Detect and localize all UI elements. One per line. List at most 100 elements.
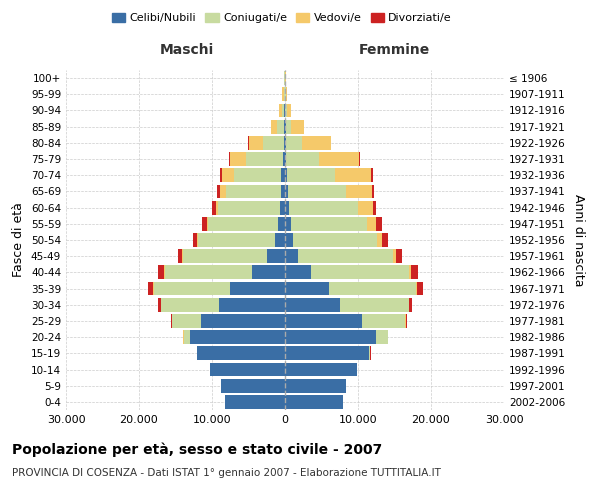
Bar xyxy=(329,282,416,296)
Bar xyxy=(376,330,388,344)
Bar xyxy=(291,217,367,230)
Bar xyxy=(302,136,331,149)
Bar xyxy=(406,314,407,328)
Bar xyxy=(221,379,285,392)
Y-axis label: Anni di nascita: Anni di nascita xyxy=(572,194,585,286)
Bar xyxy=(220,184,226,198)
Bar xyxy=(263,136,284,149)
Bar xyxy=(369,346,370,360)
Bar xyxy=(311,266,409,280)
Bar xyxy=(285,120,286,134)
Bar xyxy=(229,152,230,166)
Bar xyxy=(362,314,406,328)
Bar xyxy=(172,314,201,328)
Bar xyxy=(267,250,285,263)
Bar xyxy=(215,200,218,214)
Bar xyxy=(285,184,288,198)
Bar xyxy=(287,104,291,118)
Bar xyxy=(416,282,417,296)
Bar xyxy=(283,88,284,101)
Bar xyxy=(230,282,285,296)
Bar xyxy=(285,168,287,182)
Bar xyxy=(217,184,220,198)
Bar xyxy=(358,200,373,214)
Bar xyxy=(285,136,286,149)
Bar xyxy=(285,362,356,376)
Bar xyxy=(225,395,285,409)
Bar xyxy=(148,282,154,296)
Bar xyxy=(283,152,285,166)
Text: PROVINCIA DI COSENZA - Dati ISTAT 1° gennaio 2007 - Elaborazione TUTTITALIA.IT: PROVINCIA DI COSENZA - Dati ISTAT 1° gen… xyxy=(12,468,441,477)
Bar xyxy=(346,184,372,198)
Bar xyxy=(201,314,285,328)
Bar xyxy=(230,152,247,166)
Bar xyxy=(287,168,335,182)
Bar xyxy=(371,168,373,182)
Bar xyxy=(284,136,285,149)
Bar xyxy=(212,200,215,214)
Text: Maschi: Maschi xyxy=(160,43,214,57)
Bar xyxy=(190,330,285,344)
Bar xyxy=(340,298,409,312)
Bar xyxy=(161,298,220,312)
Bar xyxy=(285,314,362,328)
Bar xyxy=(291,120,304,134)
Bar xyxy=(207,217,208,230)
Bar xyxy=(275,233,285,247)
Bar xyxy=(288,184,346,198)
Bar xyxy=(182,250,183,263)
Text: Femmine: Femmine xyxy=(359,43,430,57)
Legend: Celibi/Nubili, Coniugati/e, Vedovi/e, Divorziati/e: Celibi/Nubili, Coniugati/e, Vedovi/e, Di… xyxy=(107,8,457,28)
Bar xyxy=(284,120,285,134)
Bar xyxy=(285,282,329,296)
Bar xyxy=(372,184,374,198)
Bar xyxy=(282,104,284,118)
Bar xyxy=(286,136,302,149)
Bar xyxy=(393,250,396,263)
Bar xyxy=(184,330,190,344)
Bar xyxy=(359,152,360,166)
Bar xyxy=(376,217,382,230)
Bar xyxy=(171,314,172,328)
Bar xyxy=(410,266,418,280)
Bar xyxy=(298,250,393,263)
Bar xyxy=(158,266,164,280)
Bar xyxy=(197,233,198,247)
Bar xyxy=(286,152,319,166)
Bar xyxy=(197,346,285,360)
Bar xyxy=(285,346,369,360)
Bar xyxy=(247,152,283,166)
Bar xyxy=(409,298,412,312)
Bar xyxy=(396,250,402,263)
Bar xyxy=(285,379,346,392)
Bar xyxy=(284,104,285,118)
Bar xyxy=(220,168,222,182)
Bar xyxy=(226,184,281,198)
Bar xyxy=(382,233,388,247)
Bar xyxy=(193,233,197,247)
Bar xyxy=(234,168,281,182)
Bar xyxy=(409,266,410,280)
Bar xyxy=(280,200,285,214)
Bar xyxy=(285,200,289,214)
Bar xyxy=(335,168,371,182)
Bar xyxy=(285,217,291,230)
Bar xyxy=(277,120,284,134)
Bar xyxy=(248,136,263,149)
Bar xyxy=(208,217,278,230)
Bar xyxy=(220,298,285,312)
Bar xyxy=(367,217,376,230)
Bar xyxy=(271,120,277,134)
Bar xyxy=(178,250,182,263)
Bar xyxy=(293,233,377,247)
Bar xyxy=(164,266,252,280)
Bar xyxy=(319,152,359,166)
Bar xyxy=(210,362,285,376)
Bar xyxy=(285,298,340,312)
Bar xyxy=(286,120,291,134)
Bar xyxy=(202,217,207,230)
Y-axis label: Fasce di età: Fasce di età xyxy=(13,202,25,278)
Bar xyxy=(183,250,267,263)
Bar xyxy=(281,184,285,198)
Bar xyxy=(285,330,376,344)
